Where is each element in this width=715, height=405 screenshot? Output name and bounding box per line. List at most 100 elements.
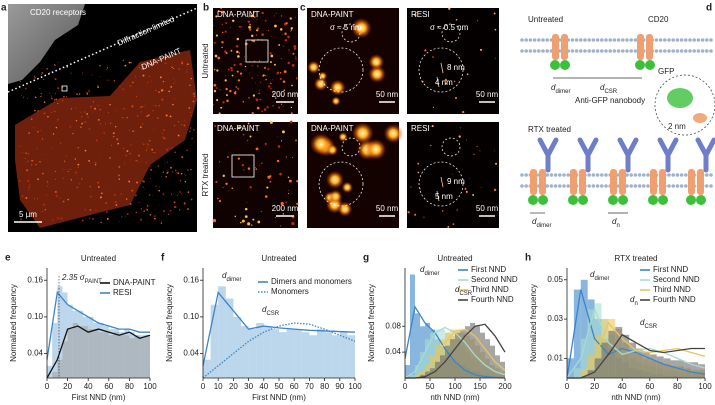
localization [237,126,241,130]
localization [148,75,151,78]
cd20 [697,169,704,195]
localization [173,125,175,127]
localization [158,105,160,107]
localization [142,180,144,182]
lipid [558,184,562,188]
localization [142,186,144,188]
localization [213,83,217,87]
histogram-bar [218,286,226,378]
cd20 [610,169,617,195]
localization [135,130,136,132]
x-tick-label: 40 [618,382,627,391]
histogram-bar [88,329,94,378]
cd20 [539,169,546,195]
gfp [696,195,706,205]
localization [21,195,24,198]
localization [231,74,234,77]
lipid [671,49,675,53]
diagram-label: Anti-GFP nanobody [575,96,645,105]
localization [41,138,44,140]
localization [466,73,469,76]
localization [70,168,72,170]
localization [466,139,468,141]
localization [159,186,160,188]
lipid [621,49,625,53]
localization [464,187,467,190]
localization [283,89,286,91]
localization [242,101,245,103]
lipid [629,173,633,177]
lipid [549,173,554,177]
localization [445,82,447,85]
legend-label: Fourth NND [653,295,696,304]
localization [458,135,461,138]
localization [46,185,49,187]
histogram-bar [485,339,490,378]
cd20 [561,34,568,60]
localization [285,201,287,203]
localization [187,208,189,210]
localization [493,12,496,15]
localization [121,216,123,218]
localization [99,157,101,159]
localization [94,161,97,164]
localization [218,112,221,115]
localization [32,59,35,61]
localization [148,113,150,116]
cd20 [650,169,657,195]
histogram-bar [495,355,500,378]
localization [69,126,72,128]
histogram-bar [62,341,68,378]
localization [29,183,31,185]
localization [293,47,296,50]
localization [88,128,91,130]
annotation: dCSR [262,305,280,316]
lipid [705,38,709,42]
distance-label-sub: dimer [555,89,570,95]
localization [270,82,272,85]
cells-diffraction [8,4,85,84]
lipid [570,49,575,53]
localization [168,213,170,215]
localization [95,139,98,142]
annotation: ddimer [590,270,609,281]
localization [290,106,293,109]
localization [452,223,455,225]
localization [152,105,154,106]
localization [67,198,69,201]
localization [239,62,243,66]
localization [99,196,102,199]
histogram-bar [324,332,333,378]
localization [119,86,121,88]
localization [155,185,157,187]
histogram-bar [636,348,643,378]
localization [152,195,153,196]
histogram-bar [103,332,109,378]
localization [66,96,68,98]
gfp [560,60,570,70]
localization [160,222,163,224]
localization [130,159,132,161]
localization [282,34,283,35]
localization [128,61,131,64]
lipid [520,184,524,188]
lipid [583,49,587,53]
localization [109,157,111,159]
localization [25,196,28,199]
localization [52,133,55,135]
localization [235,44,239,48]
localization [164,162,166,164]
histogram-bar [57,359,63,378]
localization [39,129,41,131]
localization [36,198,38,200]
localization [148,194,151,196]
localization [288,49,290,51]
legend-label: Second NND [471,275,518,284]
lipid [532,38,537,42]
localization [452,174,454,175]
localization [241,163,245,167]
localization [81,116,83,118]
localization [269,180,272,183]
localization [293,45,297,48]
localization [424,49,427,52]
